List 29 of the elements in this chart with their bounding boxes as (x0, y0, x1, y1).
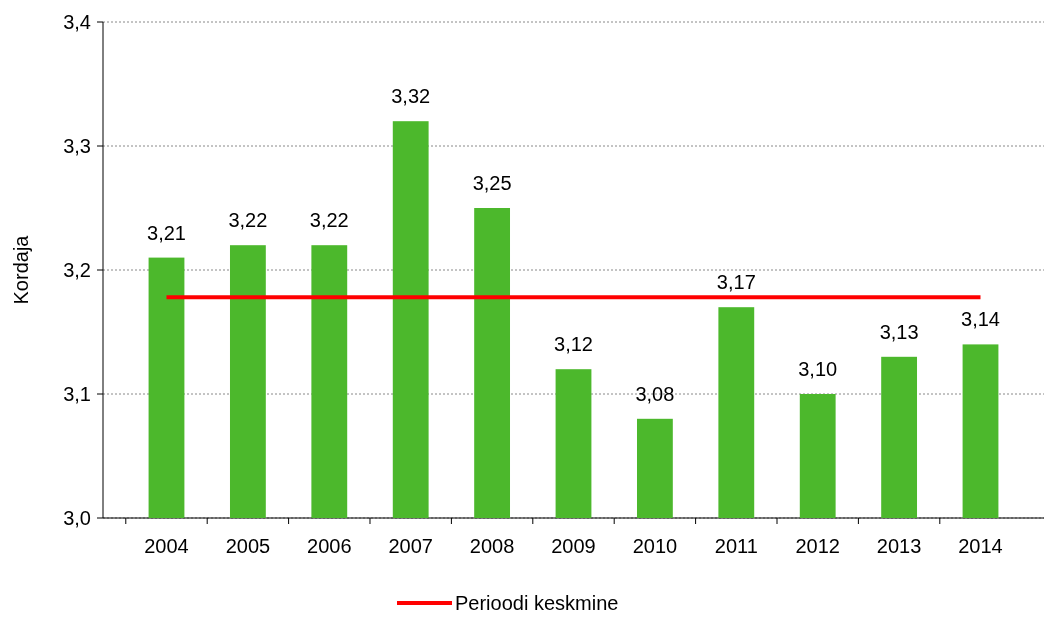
x-tick-label: 2010 (632, 535, 678, 557)
x-tick-label: 2004 (144, 535, 189, 557)
x-tick-label: 2009 (551, 535, 596, 557)
data-label: 3,13 (879, 320, 919, 343)
x-tick-label: 2011 (714, 535, 758, 557)
data-label: 3,22 (309, 209, 349, 232)
data-label: 3,10 (798, 358, 838, 380)
x-tick-label: 2006 (307, 535, 352, 557)
data-label: 3,21 (147, 221, 186, 244)
x-tick-label: 2007 (388, 535, 433, 557)
x-tick-label: 2014 (958, 535, 1003, 557)
legend-label: Perioodi keskmine (455, 592, 619, 614)
data-label: 3,25 (472, 172, 512, 194)
y-tick-label: 3,0 (63, 507, 91, 529)
data-label: 3,22 (228, 209, 268, 232)
data-label: 3,14 (961, 308, 1000, 331)
x-tick-label: 2012 (795, 535, 840, 557)
y-tick-label: 3,1 (63, 383, 91, 405)
y-tick-label: 3,4 (63, 11, 91, 33)
x-tick-label: 2008 (469, 535, 515, 557)
data-label: 3,08 (635, 382, 675, 405)
data-label: 3,17 (716, 271, 756, 294)
data-label: 3,12 (554, 333, 593, 356)
y-tick-label: 3,2 (63, 259, 91, 281)
x-tick-label: 2005 (225, 535, 271, 557)
y-tick-label: 3,3 (63, 135, 91, 157)
x-tick-label: 2013 (876, 535, 922, 557)
data-label: 3,32 (391, 85, 431, 108)
y-axis-title: Kordaja (10, 234, 32, 305)
